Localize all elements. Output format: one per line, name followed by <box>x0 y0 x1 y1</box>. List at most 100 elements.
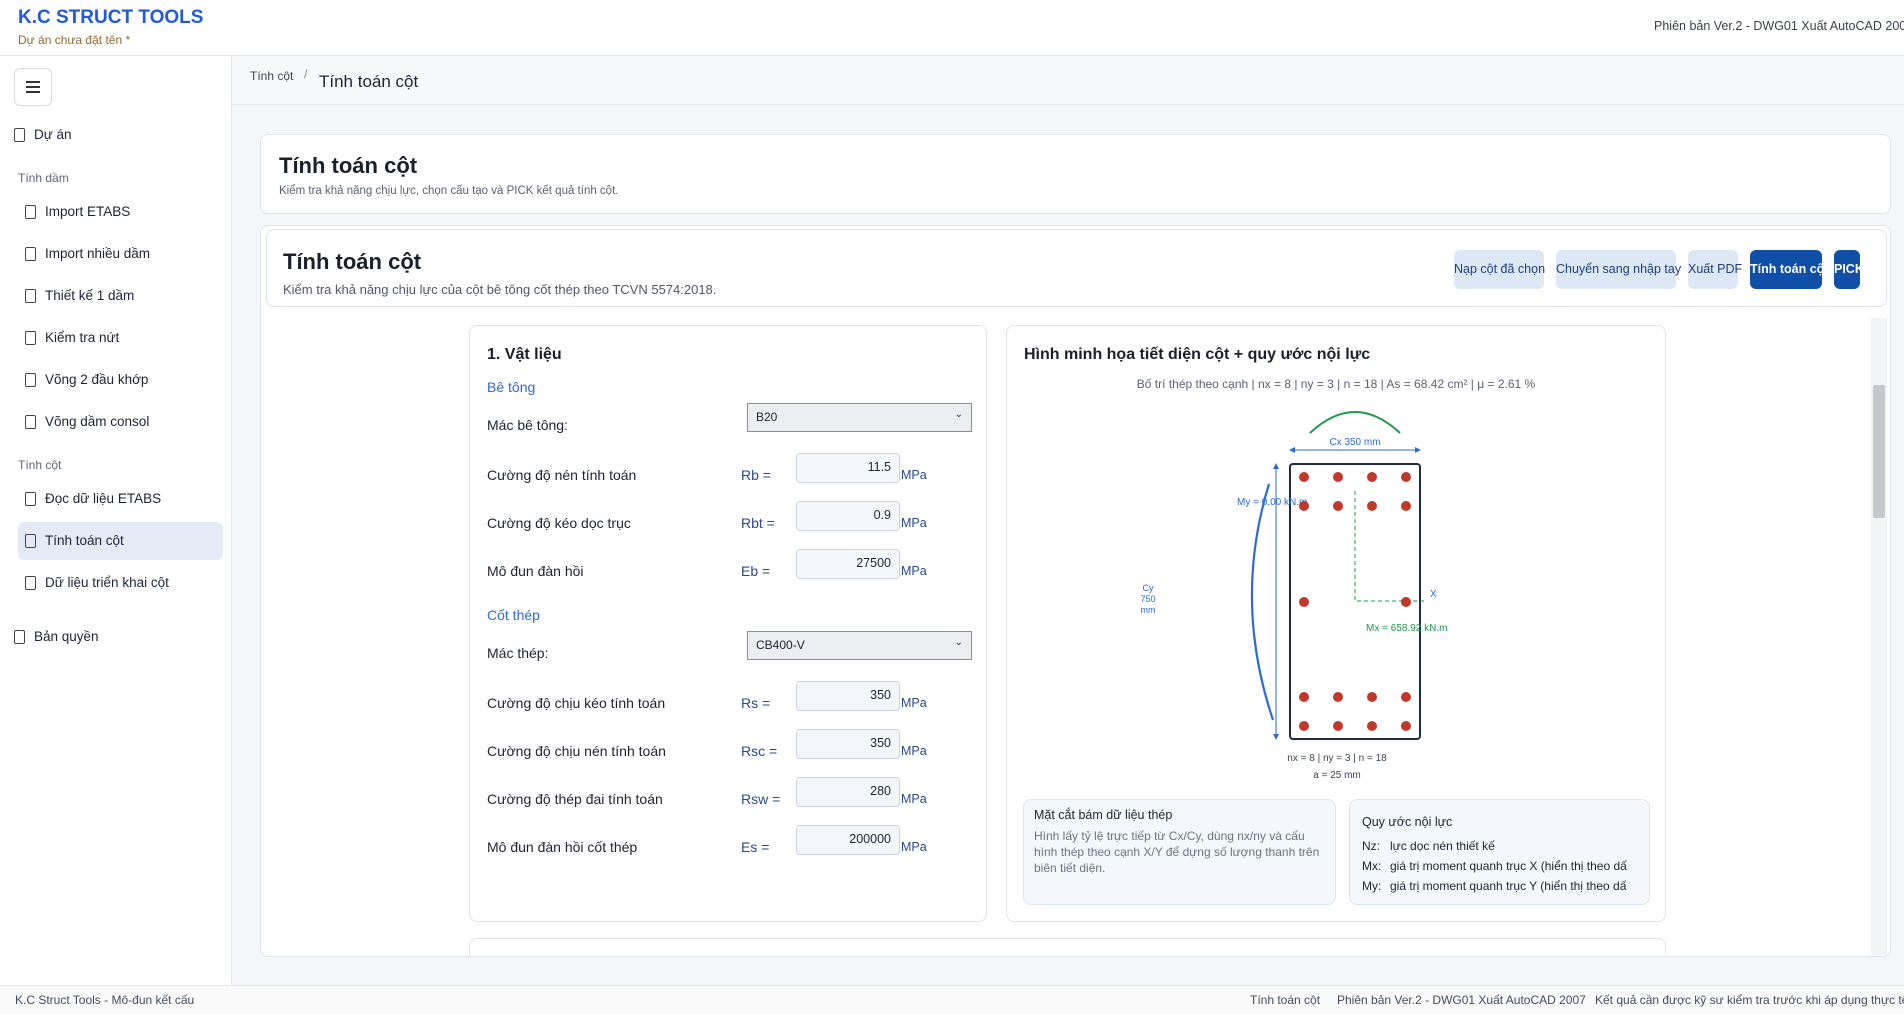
footer-left: K.C Struct Tools - Mô-đun kết cấu <box>15 993 195 1007</box>
icon <box>14 630 25 644</box>
scrollbar-thumb <box>1873 385 1885 518</box>
menu-button[interactable] <box>14 68 52 106</box>
field-symbol: Rs = <box>741 695 771 711</box>
rebar <box>1401 597 1411 607</box>
x-axis-dashed <box>1354 491 1424 602</box>
scroll-area: 1. Vật liệu Bê tông Mác bê tông: B20 ⌄ Cường … <box>262 318 1889 955</box>
nav-item[interactable]: Võng 2 đầu khớp <box>45 372 149 388</box>
convention-key: My: <box>1362 879 1382 893</box>
materials-panel: 1. Vật liệu Bê tông Mác bê tông: B20 ⌄ Cường … <box>469 325 987 922</box>
panel-header: Tính toán cột Kiểm tra khả năng chịu lực … <box>266 229 1887 307</box>
action-button[interactable]: Xuất PDF <box>1688 250 1742 289</box>
action-button[interactable]: PICK <box>1834 250 1864 289</box>
breadcrumb-separator: / <box>304 67 308 81</box>
rebar <box>1299 692 1309 702</box>
icon <box>25 373 36 387</box>
my-arc <box>1309 411 1401 434</box>
input[interactable]: 0.9 <box>796 501 900 531</box>
select-arrow: ⌄ <box>954 637 963 648</box>
input[interactable]: 280 <box>796 777 900 807</box>
input-value: 350 <box>870 736 891 750</box>
field-label: Mô đun đàn hồi <box>487 563 584 579</box>
input-value: 27500 <box>856 556 891 570</box>
nav-item[interactable]: Đọc dữ liệu ETABS <box>45 491 162 507</box>
figure-title: Hình minh họa tiết diện cột + quy ước nộ… <box>1024 346 1371 363</box>
note-box: Mặt cắt bám dữ liệu thép Hình lấy tỷ lệ t… <box>1023 799 1336 905</box>
icon <box>25 331 36 345</box>
action-button[interactable]: Tính toán cột <box>1750 250 1828 289</box>
field-symbol: Rb = <box>741 467 771 483</box>
figure-panel: Hình minh họa tiết diện cột + quy ước nộ… <box>1006 325 1666 922</box>
rebar <box>1367 501 1377 511</box>
convention-title: Quy ước nội lực <box>1362 814 1453 829</box>
field-unit: MPa <box>901 563 927 578</box>
nav-item[interactable]: Dữ liệu triển khai cột <box>45 575 169 591</box>
rebar <box>1333 692 1343 702</box>
field-unit: MPa <box>901 695 927 710</box>
select-value: B20 <box>756 410 778 424</box>
convention-text: giá trị moment quanh trục X (hiển thị th… <box>1390 859 1627 873</box>
project-name: Dự án chưa đặt tên * <box>18 33 131 47</box>
my-curve <box>1250 483 1275 721</box>
menu-icon-line <box>26 81 40 83</box>
nav-active-bg <box>18 522 223 560</box>
action-button[interactable]: Nạp cột đã chọn <box>1454 250 1545 289</box>
field-unit: MPa <box>901 515 927 530</box>
nav-item[interactable]: Bản quyền <box>34 629 99 645</box>
input-value: 200000 <box>849 832 891 846</box>
rebar <box>1401 472 1411 482</box>
rebar <box>1401 692 1411 702</box>
panel-title: Tính toán cột <box>283 249 422 274</box>
nav-item[interactable]: Import ETABS <box>45 204 131 220</box>
nav-item[interactable]: Import nhiều dầm <box>45 246 151 262</box>
input[interactable]: 350 <box>796 729 900 759</box>
cx-label: Cx 350 mm <box>1329 437 1380 448</box>
field-unit: MPa <box>901 467 927 482</box>
rebar <box>1367 472 1377 482</box>
breadcrumb-parent[interactable]: Tính cột <box>250 69 294 83</box>
input[interactable]: 11.5 <box>796 453 900 483</box>
rebar <box>1299 472 1309 482</box>
input-value: 0.9 <box>873 508 891 522</box>
version: Phiên bản Ver.2 - DWG01 Xuất AutoCAD 200… <box>1654 18 1904 33</box>
nav-item[interactable]: Tính toán cột <box>45 533 124 549</box>
select-arrow: ⌄ <box>954 409 963 420</box>
rebar <box>1367 692 1377 702</box>
sidebar: Dự án Tính dầm Import ETABS Import nhiều dầ… <box>0 56 232 985</box>
select[interactable]: B20 ⌄ <box>747 403 972 432</box>
nav-item[interactable]: Kiểm tra nứt <box>45 330 120 346</box>
breadcrumb-current: Tính toán cột <box>319 71 419 91</box>
nav-item[interactable]: Võng dầm consol <box>45 414 150 430</box>
page-title: Tính toán cột <box>279 153 418 178</box>
next-panel <box>469 938 1666 955</box>
field-symbol: Eb = <box>741 563 771 579</box>
page-subtitle: Kiểm tra khả năng chịu lực, chọn cấu tạo… <box>279 185 619 198</box>
input[interactable]: 27500 <box>796 549 900 579</box>
field-unit: MPa <box>901 839 927 854</box>
rebar <box>1401 501 1411 511</box>
input[interactable]: 350 <box>796 681 900 711</box>
input[interactable]: 200000 <box>796 825 900 855</box>
convention-text: lực dọc nén thiết kế <box>1390 839 1495 853</box>
icon <box>25 415 36 429</box>
mx-label: Mx = 658.92 kN.m <box>1366 623 1447 634</box>
field-label: Cường độ nén tính toán <box>487 467 637 483</box>
subsection-title: Bê tông <box>487 379 536 395</box>
convention-box: Quy ước nội lực Nz: lực dọc nén thiết kế Mx… <box>1349 799 1650 905</box>
icon <box>14 128 25 142</box>
cy-label: mm <box>1141 605 1156 615</box>
nav-item[interactable]: Thiết kế 1 dầm <box>45 288 135 304</box>
breadcrumb-bar: Tính cột / Tính toán cột <box>232 56 1904 105</box>
rebar <box>1299 721 1309 731</box>
subsection-title: Cốt thép <box>487 607 540 623</box>
action-button[interactable]: Chuyển sang nhập tay <box>1556 250 1681 289</box>
app-title: K.C STRUCT TOOLS <box>18 6 204 28</box>
select[interactable]: CB400-V ⌄ <box>747 631 972 660</box>
footer-item: Phiên bản Ver.2 - DWG01 Xuất AutoCAD 200… <box>1337 993 1586 1007</box>
page-card: Tính toán cột Kiểm tra khả năng chịu lực,… <box>260 134 1891 214</box>
icon <box>25 247 36 261</box>
nav-item[interactable]: Dự án <box>34 127 72 143</box>
note-title: Mặt cắt bám dữ liệu thép <box>1034 807 1173 822</box>
x-axis-label: X <box>1430 589 1437 600</box>
